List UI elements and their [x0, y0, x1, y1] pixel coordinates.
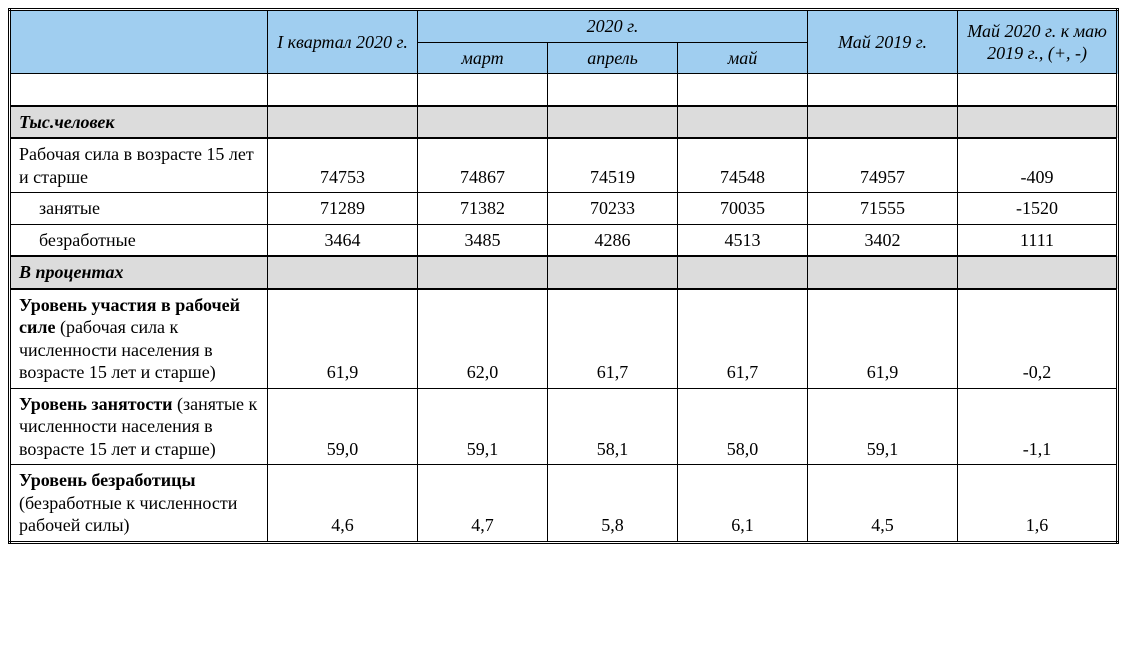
row-participation: Уровень участия в рабочей силе (рабочая … — [10, 289, 1118, 389]
header-row-1: I квартал 2020 г. 2020 г. Май 2019 г. Ма… — [10, 10, 1118, 43]
cell-employed-label: занятые — [10, 193, 268, 225]
cell-employed-q1: 71289 — [268, 193, 418, 225]
header-blank — [10, 10, 268, 74]
cell-employment-rate-may: 58,0 — [678, 388, 808, 465]
cell-labor-force-may2019: 74957 — [808, 138, 958, 193]
cell-unemployment-rate-mar: 4,7 — [418, 465, 548, 543]
cell-unemployed-q1: 3464 — [268, 224, 418, 256]
cell-employment-rate-label: Уровень занятости (занятые к численности… — [10, 388, 268, 465]
cell-employed-delta: -1520 — [958, 193, 1118, 225]
cell-participation-delta: -0,2 — [958, 289, 1118, 389]
header-q1: I квартал 2020 г. — [268, 10, 418, 74]
cell-participation-q1: 61,9 — [268, 289, 418, 389]
header-may: май — [678, 42, 808, 74]
header-may2019: Май 2019 г. — [808, 10, 958, 74]
labor-stats-table: I квартал 2020 г. 2020 г. Май 2019 г. Ма… — [8, 8, 1119, 544]
cell-participation-may2019: 61,9 — [808, 289, 958, 389]
cell-unemployment-rate-q1: 4,6 — [268, 465, 418, 543]
row-unemployed: безработные 3464 3485 4286 4513 3402 111… — [10, 224, 1118, 256]
cell-employed-apr: 70233 — [548, 193, 678, 225]
cell-labor-force-delta: -409 — [958, 138, 1118, 193]
cell-unemployment-rate-label-rest: (безработные к численно­сти рабочей силы… — [19, 493, 237, 536]
cell-employment-rate-delta: -1,1 — [958, 388, 1118, 465]
row-employment-rate: Уровень занятости (занятые к численности… — [10, 388, 1118, 465]
cell-unemployed-may: 4513 — [678, 224, 808, 256]
header-march: март — [418, 42, 548, 74]
cell-unemployment-rate-delta: 1,6 — [958, 465, 1118, 543]
header-april: апрель — [548, 42, 678, 74]
cell-participation-label: Уровень участия в рабочей силе (рабочая … — [10, 289, 268, 389]
header-2020: 2020 г. — [418, 10, 808, 43]
cell-employment-rate-q1: 59,0 — [268, 388, 418, 465]
cell-unemployment-rate-may2019: 4,5 — [808, 465, 958, 543]
cell-unemployment-rate-label-bold: Уровень безработицы — [19, 470, 196, 490]
cell-employed-may: 70035 — [678, 193, 808, 225]
cell-unemployment-rate-may: 6,1 — [678, 465, 808, 543]
cell-participation-mar: 62,0 — [418, 289, 548, 389]
section-percent-label: В процентах — [10, 256, 268, 289]
cell-unemployment-rate-apr: 5,8 — [548, 465, 678, 543]
cell-labor-force-may: 74548 — [678, 138, 808, 193]
row-labor-force: Рабочая сила в возрасте 15 лет и старше … — [10, 138, 1118, 193]
cell-employment-rate-mar: 59,1 — [418, 388, 548, 465]
cell-employment-rate-apr: 58,1 — [548, 388, 678, 465]
cell-employed-mar: 71382 — [418, 193, 548, 225]
section-thousands: Тыс.человек — [10, 106, 1118, 139]
cell-unemployed-mar: 3485 — [418, 224, 548, 256]
cell-labor-force-mar: 74867 — [418, 138, 548, 193]
cell-labor-force-apr: 74519 — [548, 138, 678, 193]
cell-participation-may: 61,7 — [678, 289, 808, 389]
cell-participation-apr: 61,7 — [548, 289, 678, 389]
cell-labor-force-label: Рабочая сила в возрасте 15 лет и старше — [10, 138, 268, 193]
cell-employment-rate-label-bold: Уровень занятости — [19, 394, 173, 414]
cell-unemployment-rate-label: Уровень безработицы (безработные к числе… — [10, 465, 268, 543]
cell-unemployed-label: безработные — [10, 224, 268, 256]
cell-unemployed-delta: 1111 — [958, 224, 1118, 256]
cell-employed-may2019: 71555 — [808, 193, 958, 225]
cell-employment-rate-may2019: 59,1 — [808, 388, 958, 465]
cell-unemployed-may2019: 3402 — [808, 224, 958, 256]
cell-labor-force-q1: 74753 — [268, 138, 418, 193]
spacer-row — [10, 74, 1118, 106]
section-thousands-label: Тыс.человек — [10, 106, 268, 139]
row-employed: занятые 71289 71382 70233 70035 71555 -1… — [10, 193, 1118, 225]
cell-unemployed-apr: 4286 — [548, 224, 678, 256]
row-unemployment-rate: Уровень безработицы (безработные к числе… — [10, 465, 1118, 543]
section-percent: В процентах — [10, 256, 1118, 289]
header-delta: Май 2020 г. к маю 2019 г., (+, -) — [958, 10, 1118, 74]
